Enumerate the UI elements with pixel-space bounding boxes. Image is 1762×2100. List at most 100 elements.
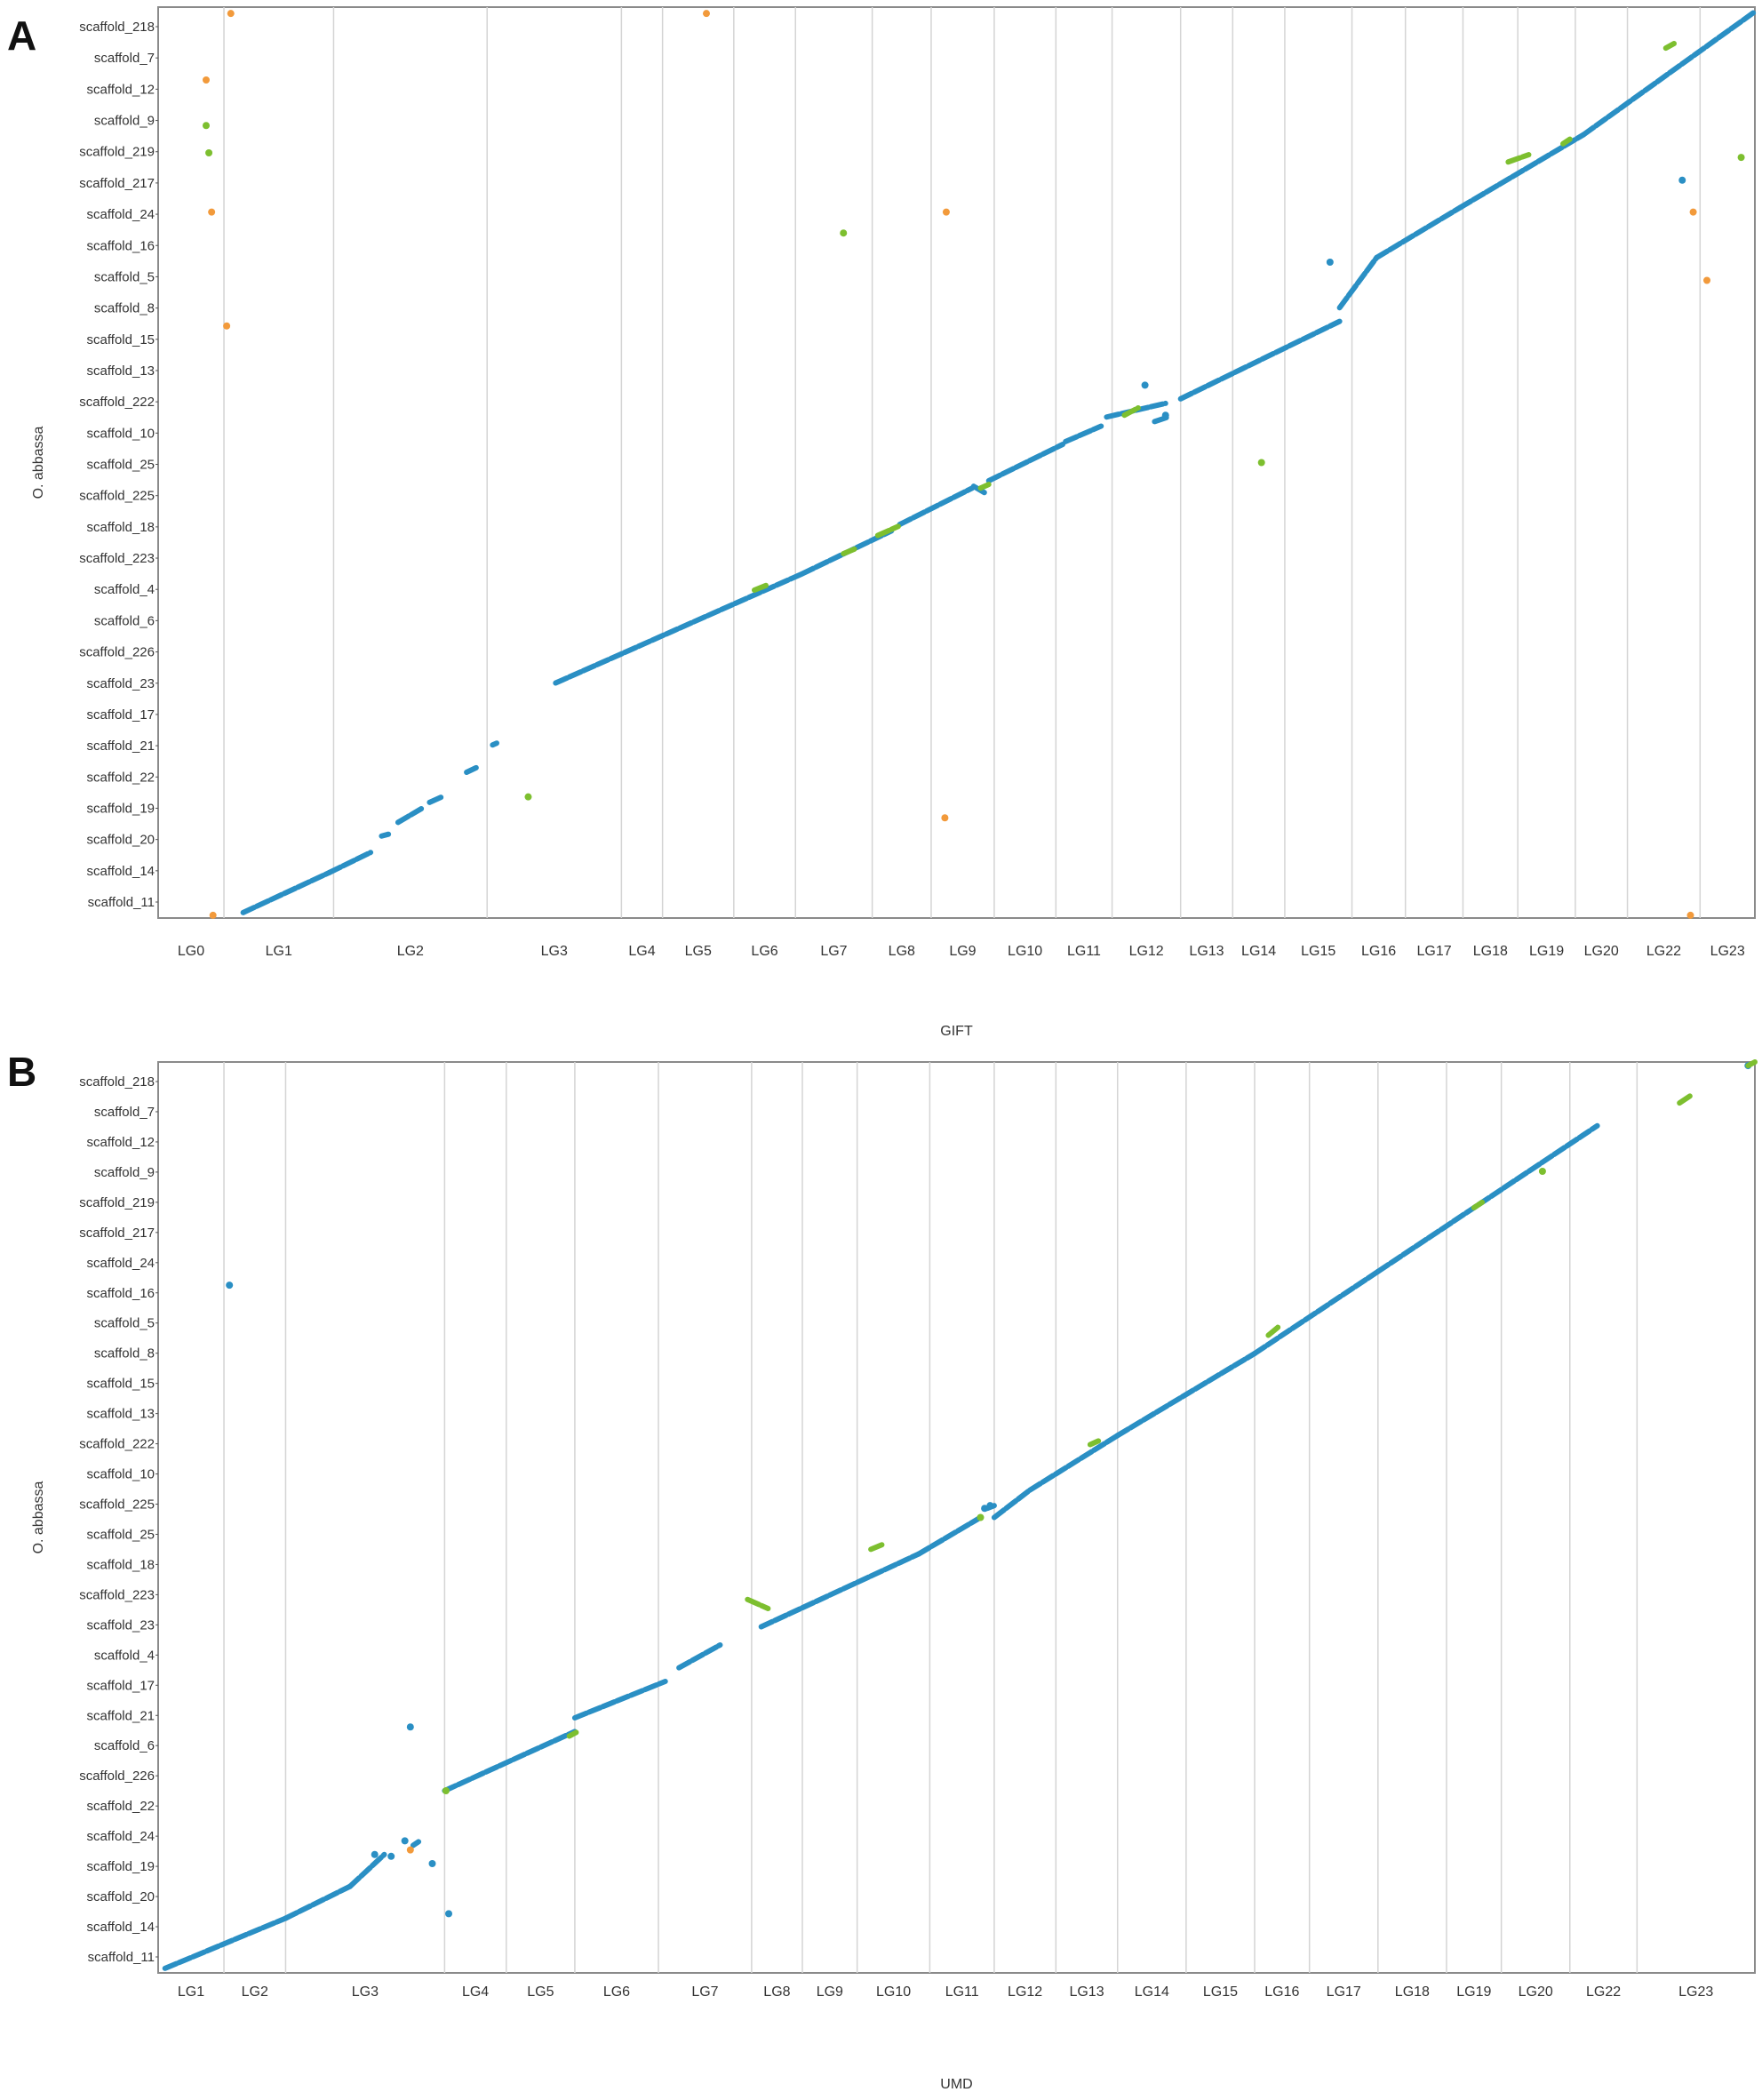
y-tick-label: scaffold_13 [87, 363, 155, 379]
x-tick-label: LG9 [817, 1984, 843, 2000]
x-tick-label: LG18 [1473, 944, 1508, 959]
y-tick-label: scaffold_10 [87, 426, 155, 441]
x-tick-label: LG4 [462, 1984, 489, 2000]
alignment-point [371, 1850, 379, 1858]
y-tick-label: scaffold_8 [94, 301, 155, 316]
alignment-segment [464, 764, 479, 775]
alignment-segment [758, 1551, 922, 1630]
alignment-point [986, 1502, 994, 1510]
panel-letter: A [7, 12, 36, 59]
alignment-segment [1177, 318, 1343, 402]
alignment-point [702, 10, 710, 18]
alignment-segment [1662, 41, 1677, 52]
x-tick-label: LG13 [1189, 944, 1224, 959]
y-tick-label: scaffold_24 [87, 1829, 155, 1844]
x-tick-label: LG4 [628, 944, 655, 959]
y-tick-label: scaffold_222 [79, 1437, 155, 1452]
alignment-segment [283, 1883, 353, 1921]
y-tick-label: scaffold_225 [79, 489, 155, 504]
alignment-point [202, 122, 210, 130]
y-tick-label: scaffold_14 [87, 1920, 155, 1935]
alignment-point [1678, 176, 1686, 184]
x-tick-label: LG12 [1129, 944, 1164, 959]
y-tick-label: scaffold_18 [87, 520, 155, 535]
x-tick-label: LG3 [352, 1984, 379, 2000]
y-tick-label: scaffold_16 [87, 1286, 155, 1301]
y-tick-label: scaffold_223 [79, 551, 155, 566]
alignment-point [942, 208, 950, 216]
y-tick-label: scaffold_20 [87, 1889, 155, 1904]
y-tick-label: scaffold_219 [79, 1195, 155, 1210]
alignment-segment [1581, 9, 1758, 138]
alignment-point [1703, 276, 1711, 284]
alignment-point [205, 149, 213, 156]
x-tick-label: LG12 [1008, 1984, 1042, 2000]
alignment-segment [1251, 1268, 1381, 1356]
x-tick-label: LG6 [603, 1984, 630, 2000]
y-tick-label: scaffold_21 [87, 1708, 155, 1723]
alignment-point [428, 1860, 436, 1867]
alignment-segment [1375, 1122, 1600, 1274]
y-tick-label: scaffold_11 [88, 1950, 155, 1965]
y-tick-label: scaffold_25 [87, 1527, 155, 1542]
x-tick-label: LG1 [266, 944, 292, 959]
alignment-segment [751, 581, 771, 593]
x-tick-label: LG8 [763, 1984, 790, 2000]
x-axis-label: GIFT [940, 1024, 973, 1039]
alignment-segment [240, 869, 332, 915]
alignment-segment [916, 1514, 984, 1557]
panel-letter: B [7, 1049, 36, 1095]
y-tick-label: scaffold_15 [87, 1377, 155, 1392]
alignment-segment [162, 1915, 289, 1971]
y-tick-label: scaffold_7 [94, 1105, 155, 1120]
x-tick-label: LG11 [1067, 944, 1101, 959]
y-tick-label: scaffold_14 [87, 864, 155, 879]
y-tick-label: scaffold_226 [79, 645, 155, 660]
y-tick-label: scaffold_25 [87, 458, 155, 473]
x-tick-label: LG2 [397, 944, 424, 959]
y-tick-label: scaffold_9 [94, 1165, 155, 1180]
alignment-segment [410, 1839, 422, 1848]
y-tick-label: scaffold_11 [88, 895, 155, 910]
x-tick-label: LG17 [1327, 1984, 1361, 2000]
alignment-segment [395, 806, 425, 826]
x-tick-label: LG20 [1519, 1984, 1553, 2000]
y-tick-label: scaffold_24 [87, 207, 155, 222]
alignment-point [401, 1837, 409, 1845]
y-tick-label: scaffold_10 [87, 1467, 155, 1482]
y-tick-label: scaffold_18 [87, 1557, 155, 1572]
y-tick-label: scaffold_219 [79, 145, 155, 160]
y-tick-label: scaffold_23 [87, 676, 155, 691]
y-tick-label: scaffold_13 [87, 1407, 155, 1422]
alignment-segment [427, 794, 445, 805]
y-tick-label: scaffold_12 [87, 1135, 155, 1150]
y-tick-label: scaffold_217 [79, 1226, 155, 1241]
x-tick-label: LG9 [949, 944, 976, 959]
alignment-segment [1087, 1438, 1102, 1448]
alignment-segment [745, 1596, 771, 1611]
y-tick-label: scaffold_217 [79, 176, 155, 191]
alignment-point [977, 1513, 985, 1521]
y-tick-label: scaffold_12 [87, 82, 155, 97]
y-tick-label: scaffold_23 [87, 1617, 155, 1633]
alignment-point [1141, 381, 1149, 389]
x-tick-label: LG6 [751, 944, 777, 959]
y-tick-label: scaffold_17 [87, 707, 155, 723]
plot-area [157, 1061, 1756, 1974]
y-tick-label: scaffold_9 [94, 114, 155, 129]
y-tick-label: scaffold_223 [79, 1587, 155, 1602]
x-tick-label: LG5 [527, 1984, 554, 2000]
alignment-segment [1505, 152, 1532, 165]
y-tick-label: scaffold_8 [94, 1346, 155, 1361]
y-tick-label: scaffold_17 [87, 1678, 155, 1693]
alignment-segment [897, 485, 976, 528]
alignment-segment [326, 850, 374, 875]
alignment-segment [874, 523, 901, 539]
x-tick-label: LG1 [178, 1984, 204, 2000]
x-tick-label: LG19 [1456, 1984, 1491, 2000]
alignment-point [941, 814, 949, 822]
alignment-point [1538, 1168, 1546, 1175]
alignment-point [442, 1787, 450, 1794]
y-tick-label: scaffold_5 [94, 269, 155, 284]
alignment-segment [553, 571, 805, 686]
